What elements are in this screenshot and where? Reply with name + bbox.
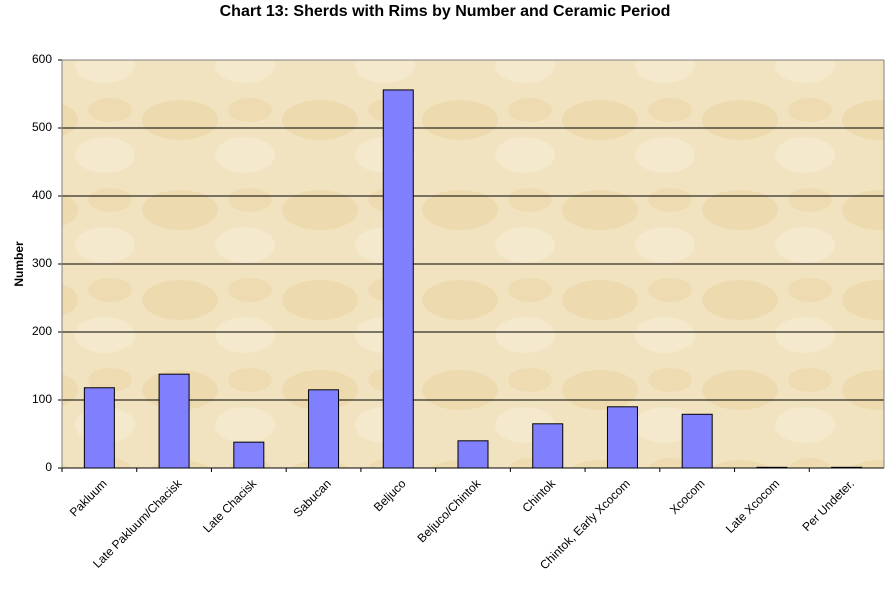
bar	[233, 441, 265, 469]
bar	[532, 423, 564, 469]
bar	[606, 406, 638, 469]
bar	[831, 466, 863, 469]
y-tick-label: 0	[45, 460, 52, 474]
x-tick-label: Pakluum	[67, 476, 110, 519]
y-tick-label: 200	[32, 324, 52, 338]
y-tick-label: 300	[32, 256, 52, 270]
x-tick-label: Late Chacisk	[200, 476, 260, 536]
y-tick-label: 500	[32, 120, 52, 134]
x-tick-label: Beljuco	[371, 476, 409, 514]
chart-title: Chart 13: Sherds with Rims by Number and…	[220, 3, 671, 20]
x-tick-label: Per Undeter.	[799, 476, 857, 534]
y-tick-label: 600	[32, 52, 52, 66]
y-tick-label: 400	[32, 188, 52, 202]
y-axis-label: Number	[12, 241, 26, 287]
bar	[158, 373, 190, 469]
y-tick-label: 100	[32, 392, 52, 406]
bar	[457, 440, 489, 469]
bar	[308, 389, 340, 469]
bar	[681, 413, 713, 469]
x-tick-label: Sabucan	[291, 476, 334, 519]
bar	[382, 89, 414, 469]
bar	[756, 466, 788, 469]
x-tick-label: Chintok	[519, 476, 558, 515]
x-tick-label: Xcocom	[667, 476, 708, 517]
x-tick-label: Late Xcocom	[723, 476, 782, 535]
x-tick-label: Beljuco/Chintok	[414, 476, 484, 546]
bar	[83, 387, 115, 469]
